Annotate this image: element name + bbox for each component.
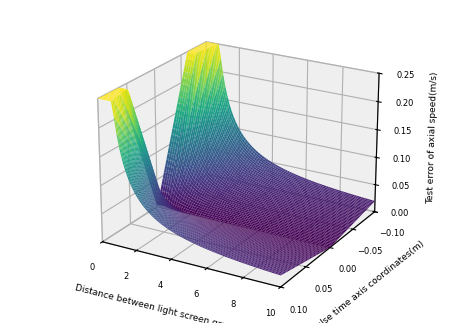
X-axis label: Distance between light screen groups(m): Distance between light screen groups(m) — [74, 284, 258, 323]
Y-axis label: Pulse time axis coordinates(m): Pulse time axis coordinates(m) — [310, 239, 426, 323]
